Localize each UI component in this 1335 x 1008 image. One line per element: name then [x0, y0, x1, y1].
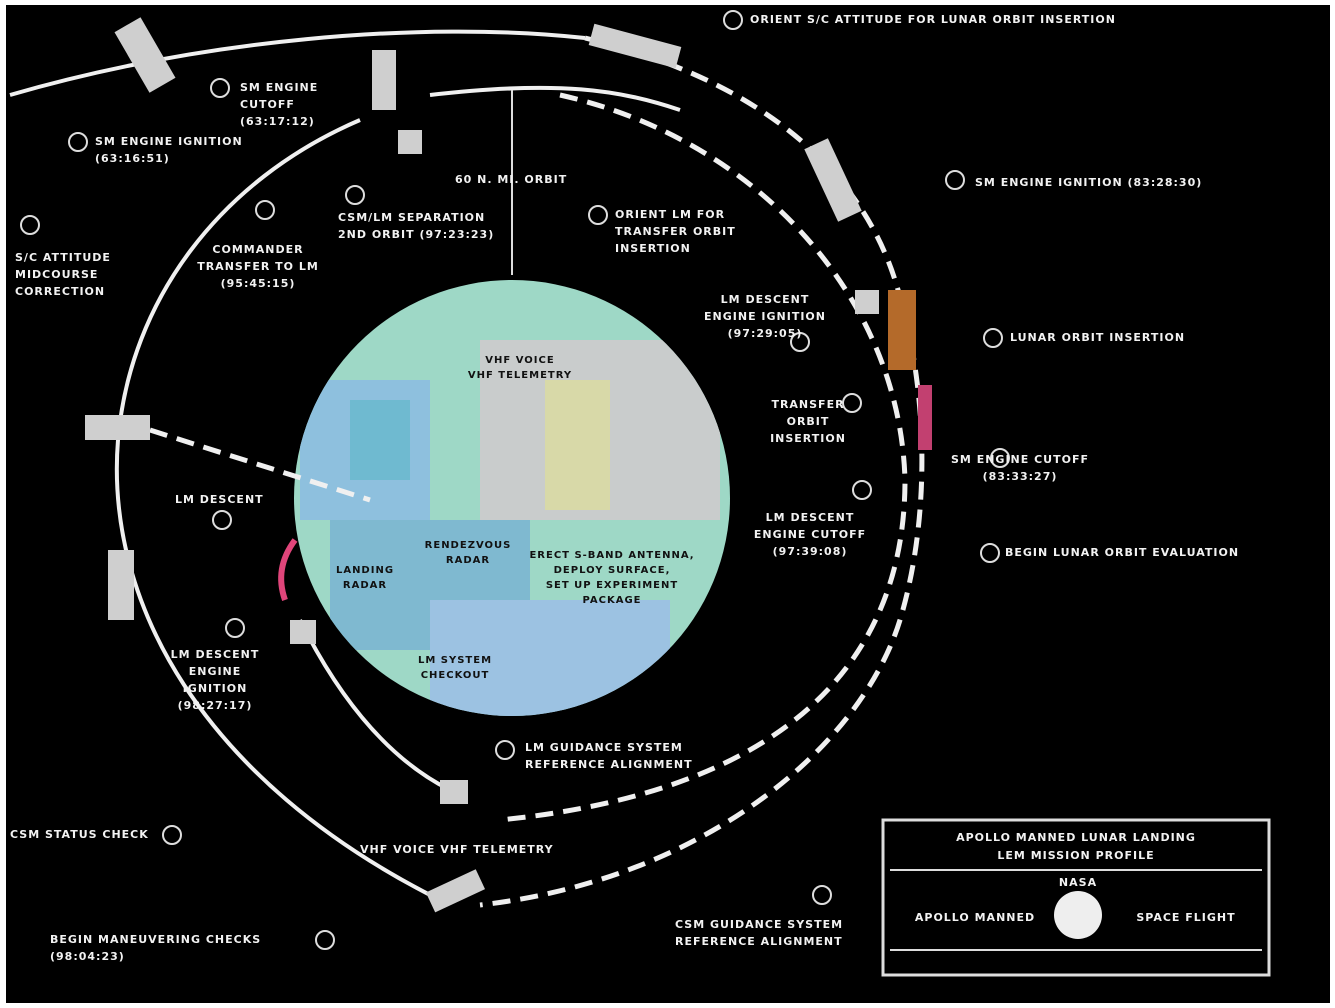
event-label: CSM STATUS CHECK — [10, 828, 149, 841]
event-label: BEGIN LUNAR ORBIT EVALUATION — [1005, 546, 1239, 559]
event-label: (83:33:27) — [983, 470, 1058, 483]
event-label: ORIENT LM FOR — [615, 208, 725, 221]
event-label: CSM/LM SEPARATION — [338, 211, 485, 224]
mission-profile: ORIENT S/C ATTITUDE FOR LUNAR ORBIT INSE… — [0, 0, 1335, 1008]
event-label: (98:04:23) — [50, 950, 125, 963]
event-label: ORIENT S/C ATTITUDE FOR LUNAR ORBIT INSE… — [750, 13, 1116, 26]
moon-label: CHECKOUT — [421, 670, 490, 681]
event-label: SM ENGINE IGNITION — [95, 135, 243, 148]
event-label: IGNITION — [183, 682, 248, 695]
event-label: (97:29:05) — [728, 327, 803, 340]
event-label: CORRECTION — [15, 285, 105, 298]
event-label: LM GUIDANCE SYSTEM — [525, 741, 683, 754]
moon-label: LANDING — [336, 565, 394, 576]
box-right: SPACE FLIGHT — [1136, 911, 1235, 924]
event-label: BEGIN MANEUVERING CHECKS — [50, 933, 261, 946]
moon-label: RENDEZVOUS — [425, 540, 512, 551]
event-label: LUNAR ORBIT INSERTION — [1010, 331, 1185, 344]
event-label: INSERTION — [615, 242, 691, 255]
event-label: (98:27:17) — [178, 699, 253, 712]
event-label: COMMANDER — [212, 243, 303, 256]
event-label: TRANSFER ORBIT — [615, 225, 736, 238]
event-label: (95:45:15) — [221, 277, 296, 290]
moon-label: PACKAGE — [582, 595, 641, 606]
event-label: LM DESCENT — [721, 293, 810, 306]
event-label: VHF VOICE VHF TELEMETRY — [360, 843, 554, 856]
event-label: CSM GUIDANCE SYSTEM — [675, 918, 843, 931]
event-label: TRANSFER — [771, 398, 844, 411]
event-label: S/C ATTITUDE — [15, 251, 111, 264]
moon-label: RADAR — [343, 580, 387, 591]
moon-label: ERECT S-BAND ANTENNA, — [529, 550, 694, 561]
box-title: APOLLO MANNED LUNAR LANDING — [956, 831, 1196, 844]
event-label: CUTOFF — [240, 98, 295, 111]
event-label: LM DESCENT — [171, 648, 260, 661]
event-label: INSERTION — [770, 432, 846, 445]
event-label: (97:39:08) — [773, 545, 848, 558]
event-label: 2ND ORBIT (97:23:23) — [338, 228, 494, 241]
event-label: REFERENCE ALIGNMENT — [525, 758, 693, 771]
event-label: (63:17:12) — [240, 115, 315, 128]
event-label: MIDCOURSE — [15, 268, 98, 281]
event-label: LM DESCENT — [766, 511, 855, 524]
event-label: 60 N. MI. ORBIT — [455, 173, 567, 186]
event-label: (63:16:51) — [95, 152, 170, 165]
box-left: APOLLO MANNED — [915, 911, 1035, 924]
event-label: REFERENCE ALIGNMENT — [675, 935, 843, 948]
event-label: ENGINE CUTOFF — [754, 528, 866, 541]
moon-label: VHF TELEMETRY — [468, 370, 572, 381]
event-label: LM DESCENT — [175, 493, 264, 506]
event-label: ORBIT — [787, 415, 830, 428]
box-title: LEM MISSION PROFILE — [997, 849, 1154, 862]
event-label: ENGINE IGNITION — [704, 310, 826, 323]
moon-label: LM SYSTEM — [418, 655, 492, 666]
event-label: ENGINE — [189, 665, 242, 678]
moon-label: VHF VOICE — [485, 355, 554, 366]
moon-label: RADAR — [446, 555, 490, 566]
event-label: SM ENGINE IGNITION (83:28:30) — [975, 176, 1202, 189]
event-label: SM ENGINE — [240, 81, 318, 94]
event-label: SM ENGINE CUTOFF — [951, 453, 1089, 466]
logo-text: NASA — [1059, 876, 1097, 889]
moon-label: SET UP EXPERIMENT — [546, 580, 678, 591]
event-label: TRANSFER TO LM — [197, 260, 319, 273]
moon-label: DEPLOY SURFACE, — [554, 565, 671, 576]
